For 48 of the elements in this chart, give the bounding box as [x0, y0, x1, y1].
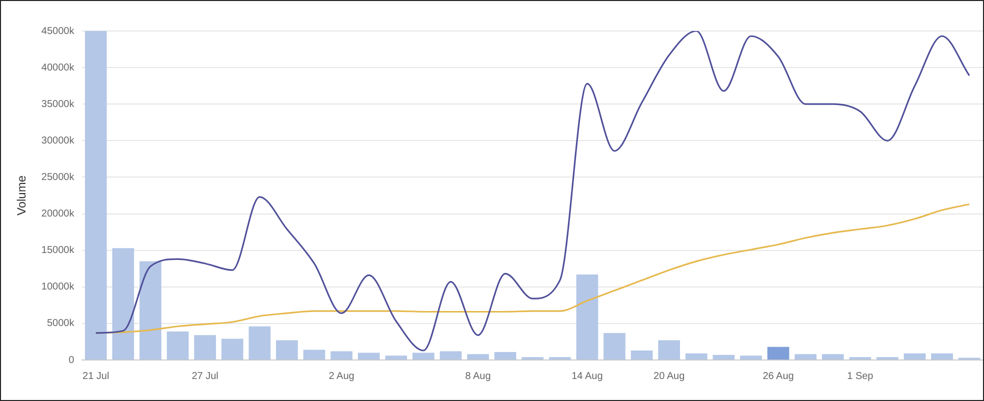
bar [740, 356, 762, 360]
x-tick-label: 27 Jul [192, 370, 218, 382]
bar [112, 248, 134, 360]
bar [248, 326, 271, 360]
bar [576, 274, 598, 360]
y-axis-title: Volume [14, 175, 29, 216]
x-tick-label: 1 Sep [847, 370, 874, 382]
bar [330, 351, 352, 360]
bar [712, 354, 735, 360]
y-tick-label: 0 [68, 354, 75, 366]
y-tick-label: 10000k [41, 282, 76, 293]
y-tick-label: 20000k [41, 208, 76, 220]
bar [904, 353, 926, 360]
y-tick-label: 15000k [41, 245, 76, 256]
x-tick-label: 8 Aug [465, 370, 491, 382]
bar [358, 352, 380, 360]
bar [794, 354, 816, 360]
bar [440, 351, 462, 360]
bar [412, 352, 434, 360]
bar [931, 353, 953, 360]
bar [84, 31, 107, 360]
bar [630, 350, 653, 360]
bar [767, 346, 790, 360]
bar [658, 340, 680, 360]
x-tick-label: 2 Aug [328, 370, 354, 382]
y-tick-label: 35000k [41, 98, 76, 110]
y-tick-label: 40000k [41, 62, 76, 74]
bar [467, 354, 489, 360]
y-tick-label: 5000k [46, 318, 76, 330]
x-tick-label: 14 Aug [572, 370, 603, 382]
bar [604, 332, 626, 360]
bar [822, 354, 844, 360]
y-tick-label: 25000k [41, 172, 76, 183]
line-series [95, 31, 970, 352]
bar [194, 335, 216, 360]
bar [385, 356, 408, 360]
bar [166, 331, 189, 360]
x-tick-label: 21 Jul [82, 370, 110, 382]
bar [140, 261, 162, 360]
y-tick-label: 45000k [41, 26, 76, 37]
x-tick-label: 20 Aug [654, 370, 685, 382]
bar [494, 352, 516, 360]
x-tick-label: 26 Aug [762, 370, 794, 382]
bar [685, 353, 708, 360]
bar [303, 350, 326, 360]
bar [221, 338, 244, 360]
bar [276, 340, 298, 360]
y-tick-label: 30000k [41, 135, 76, 146]
